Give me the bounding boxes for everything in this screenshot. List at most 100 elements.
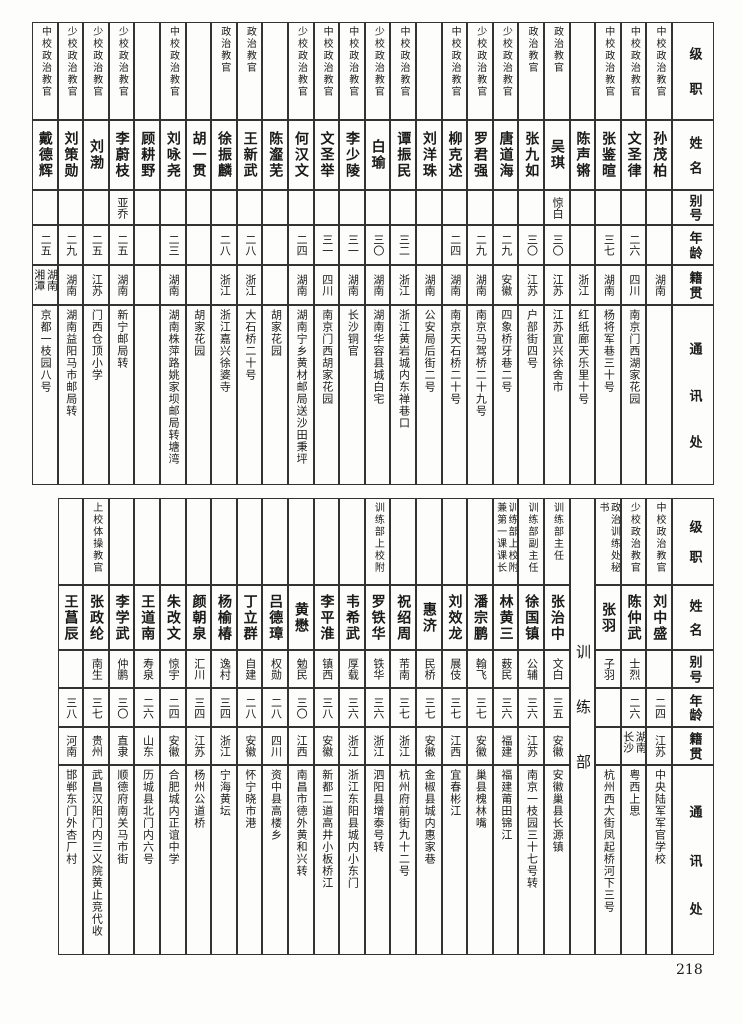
- cell-alias: [57, 650, 84, 688]
- cell-address: 南京一枝园三十七号转: [518, 765, 544, 955]
- header-cell: 年龄: [672, 225, 714, 265]
- cell-age: 三六: [518, 688, 544, 727]
- cell-alias: [620, 190, 647, 225]
- cell-rank: 少校政治教官: [57, 22, 84, 120]
- cell-alias: 逸村: [211, 650, 237, 688]
- cell-name: 朱改文: [160, 585, 186, 650]
- cell-rank: [262, 22, 288, 120]
- cell-native: 江苏: [544, 265, 570, 305]
- cell-address: 杭州西大街凤起桥河下三号: [595, 765, 621, 955]
- cell-native: 浙江: [569, 265, 596, 305]
- cell-alias: 铁华: [364, 650, 391, 688]
- cell-age: 三七: [595, 225, 621, 265]
- cell-rank: 少校政治教官: [620, 498, 647, 585]
- cell-rank: 少校政治教官: [364, 22, 391, 120]
- cell-rank: [339, 498, 365, 585]
- cell-alias: [236, 190, 263, 225]
- cell-alias: [364, 190, 391, 225]
- cell-alias: [134, 190, 160, 225]
- cell-native: [185, 265, 212, 305]
- cell-alias: 自建: [236, 650, 263, 688]
- cell-name: 何汉文: [288, 120, 314, 190]
- cell-native: 浙江: [390, 265, 416, 305]
- cell-rank: [313, 498, 340, 585]
- cell-name: 刘效龙: [441, 585, 468, 650]
- cell-rank: [416, 22, 442, 120]
- cell-age: [134, 225, 160, 265]
- cell-native: 湖南: [57, 265, 84, 305]
- cell-rank: 政治教官: [518, 22, 544, 120]
- cell-address: 杨州公道桥: [185, 765, 212, 955]
- cell-name: 丁立群: [236, 585, 263, 650]
- cell-alias: [390, 190, 416, 225]
- cell-address: 门西仓顶小学: [83, 305, 109, 485]
- cell-alias: 镇西: [313, 650, 340, 688]
- cell-alias: [313, 190, 340, 225]
- cell-name: 陈瀣芜: [262, 120, 288, 190]
- cell-rank: 政治训练处秘书: [595, 498, 621, 585]
- cell-address: 历城县北门内六号: [134, 765, 160, 955]
- cell-rank: 少校政治教官: [467, 22, 493, 120]
- cell-rank: [108, 498, 135, 585]
- cell-rank: 中校政治教官: [32, 22, 58, 120]
- cell-native: 江西: [441, 727, 468, 765]
- cell-age: [262, 225, 288, 265]
- cell-alias: 南生: [83, 650, 109, 688]
- cell-name: 张鉴暄: [595, 120, 621, 190]
- cell-age: 三四: [211, 688, 237, 727]
- cell-native: 湖南: [364, 265, 391, 305]
- header-cell: 通讯处: [672, 305, 714, 485]
- cell-alias: 子羽: [595, 650, 621, 688]
- cell-native: 安徽: [416, 727, 442, 765]
- page-number: 218: [676, 962, 703, 978]
- cell-rank: 训练部主任: [544, 498, 570, 585]
- header-cell: 籍贯: [672, 265, 714, 305]
- cell-address: 南京马驾桥二十九号: [467, 305, 493, 485]
- cell-rank: 中校政治教官: [390, 22, 416, 120]
- cell-age: 二六: [620, 688, 647, 727]
- cell-alias: 寿泉: [134, 650, 160, 688]
- cell-alias: 权勋: [262, 650, 288, 688]
- header-cell: 级职: [672, 498, 714, 585]
- cell-age: [595, 688, 621, 727]
- cell-age: [416, 225, 442, 265]
- cell-native: 湖南: [108, 265, 135, 305]
- cell-alias: [416, 190, 442, 225]
- cell-age: [185, 225, 212, 265]
- cell-alias: [185, 190, 212, 225]
- cell-name: 徐振麟: [211, 120, 237, 190]
- cell-rank: 中校政治教官: [646, 22, 672, 120]
- cell-rank: 少校政治教官: [492, 22, 519, 120]
- cell-address: 宁海黄坛: [211, 765, 237, 955]
- cell-name: 张治中: [544, 585, 570, 650]
- cell-name: 刘中盛: [646, 585, 672, 650]
- cell-address: 浙江黄岩城内东禅巷口: [390, 305, 416, 485]
- cell-address: 江苏宜兴徐舍市: [544, 305, 570, 485]
- cell-address: 巢县槐林嘴: [467, 765, 493, 955]
- cell-age: 二六: [134, 688, 160, 727]
- cell-name: 陈仲武: [620, 585, 647, 650]
- cell-native: 浙江: [390, 727, 416, 765]
- cell-native: 浙江: [211, 265, 237, 305]
- cell-alias: 展伎: [441, 650, 468, 688]
- cell-alias: [83, 190, 109, 225]
- cell-age: 三七: [390, 688, 416, 727]
- cell-native: 江苏: [185, 727, 212, 765]
- cell-name: 张羽: [595, 585, 621, 650]
- cell-rank: 中校政治教官: [595, 22, 621, 120]
- cell-native: 湖南: [339, 265, 365, 305]
- cell-address: 胡家花园: [262, 305, 288, 485]
- cell-rank: [467, 498, 493, 585]
- cell-native: 浙江: [364, 727, 391, 765]
- cell-address: 浙江东阳县城内小东门: [339, 765, 365, 955]
- cell-age: 三〇: [288, 688, 314, 727]
- cell-address: 浙江嘉兴徐婆寺: [211, 305, 237, 485]
- cell-native: [262, 265, 288, 305]
- cell-alias: [595, 190, 621, 225]
- cell-name: 李平淮: [313, 585, 340, 650]
- cell-rank: [185, 498, 212, 585]
- cell-age: 二九: [57, 225, 84, 265]
- cell-address: 湖南宁乡黄材邮局送沙田秉坪: [288, 305, 314, 485]
- cell-age: 二四: [160, 688, 186, 727]
- cell-name: 罗君强: [467, 120, 493, 190]
